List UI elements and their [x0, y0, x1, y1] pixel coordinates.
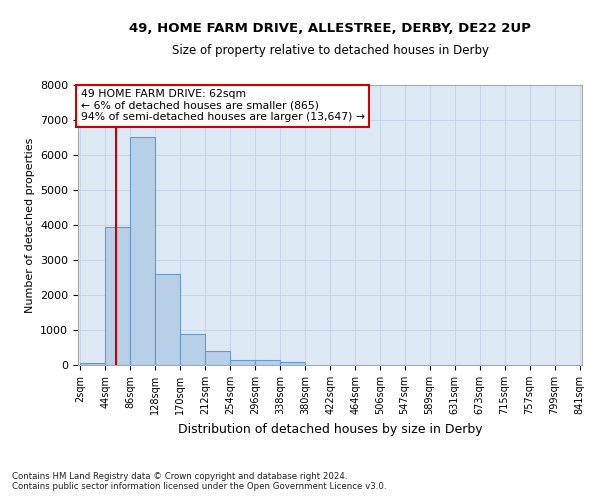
Text: 49, HOME FARM DRIVE, ALLESTREE, DERBY, DE22 2UP: 49, HOME FARM DRIVE, ALLESTREE, DERBY, D…: [129, 22, 531, 36]
Text: 49 HOME FARM DRIVE: 62sqm
← 6% of detached houses are smaller (865)
94% of semi-: 49 HOME FARM DRIVE: 62sqm ← 6% of detach…: [80, 89, 365, 122]
Text: Contains HM Land Registry data © Crown copyright and database right 2024.: Contains HM Land Registry data © Crown c…: [12, 472, 347, 481]
Text: Size of property relative to detached houses in Derby: Size of property relative to detached ho…: [172, 44, 488, 57]
X-axis label: Distribution of detached houses by size in Derby: Distribution of detached houses by size …: [178, 422, 482, 436]
Text: Contains public sector information licensed under the Open Government Licence v3: Contains public sector information licen…: [12, 482, 386, 491]
Bar: [181, 334, 205, 365]
Bar: [256, 360, 280, 365]
Bar: [230, 360, 256, 365]
Bar: [80, 363, 106, 365]
Bar: [280, 362, 305, 365]
Bar: [155, 274, 181, 365]
Bar: [205, 351, 230, 365]
Bar: [130, 138, 155, 365]
Bar: [106, 227, 130, 365]
Y-axis label: Number of detached properties: Number of detached properties: [25, 138, 35, 312]
